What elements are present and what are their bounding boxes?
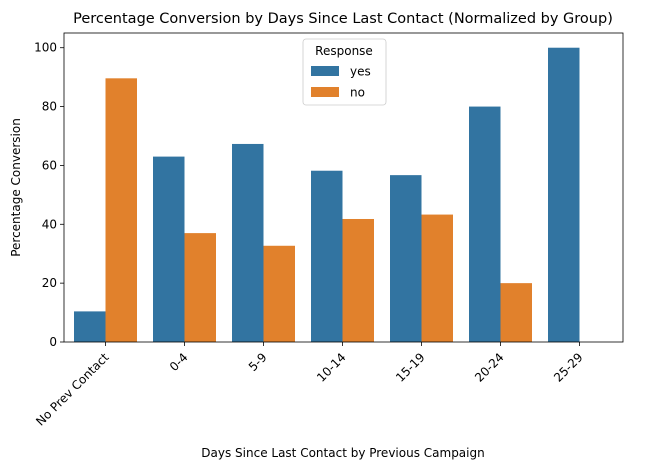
- y-tick-label-4: 80: [42, 100, 57, 114]
- y-tick-label-3: 60: [42, 158, 57, 172]
- legend-label-no: no: [350, 86, 365, 100]
- bar-yes-6: [548, 47, 580, 342]
- x-tick-label-0: No Prev Contact: [33, 350, 112, 429]
- y-tick-label-1: 20: [42, 276, 57, 290]
- x-tick-label-1: 0-4: [167, 350, 191, 374]
- bar-no-3: [342, 218, 374, 342]
- x-tick-label-6: 25-29: [551, 350, 586, 385]
- bar-no-0: [105, 78, 137, 342]
- x-tick-label-3: 10-14: [314, 350, 349, 385]
- x-axis-label: Days Since Last Contact by Previous Camp…: [201, 446, 484, 460]
- chart-title: Percentage Conversion by Days Since Last…: [73, 11, 613, 27]
- bar-no-2: [263, 245, 295, 342]
- y-tick-label-0: 0: [49, 335, 57, 349]
- x-tick-label-5: 20-24: [472, 350, 507, 385]
- bar-yes-0: [74, 311, 106, 342]
- y-tick-label-2: 40: [42, 217, 57, 231]
- y-axis-label: Percentage Conversion: [9, 118, 23, 257]
- legend-label-yes: yes: [350, 65, 371, 79]
- legend-swatch-yes: [311, 66, 339, 76]
- bar-no-4: [421, 214, 453, 342]
- legend: Response yes no: [302, 38, 387, 106]
- y-axis: 0 20 40 60 80 100: [34, 41, 64, 349]
- bar-yes-5: [469, 106, 501, 342]
- bars-group: [74, 47, 580, 342]
- x-tick-label-2: 5-9: [246, 350, 270, 374]
- x-axis: No Prev Contact 0-4 5-9 10-14 15-19 20-24 25-2…: [33, 342, 586, 429]
- plot-frame: [63, 32, 624, 343]
- legend-swatch-no: [311, 87, 339, 97]
- bar-yes-2: [232, 143, 264, 342]
- bar-no-1: [184, 233, 216, 342]
- bar-yes-4: [390, 175, 422, 342]
- bar-yes-1: [153, 156, 185, 342]
- x-tick-label-4: 15-19: [393, 350, 428, 385]
- legend-title: Response: [315, 44, 373, 58]
- bar-yes-3: [311, 170, 343, 342]
- bar-no-5: [500, 283, 532, 342]
- y-tick-label-5: 100: [34, 41, 57, 55]
